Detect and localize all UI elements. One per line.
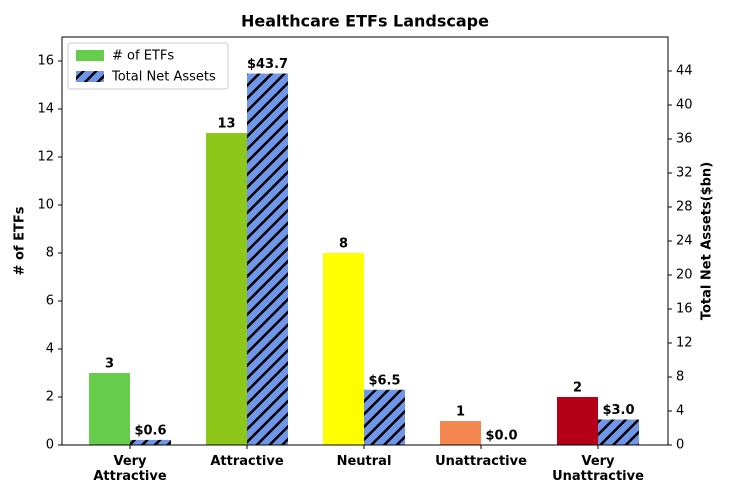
value-label: $3.0 xyxy=(602,403,634,418)
value-label: 8 xyxy=(339,237,348,252)
value-label: $0.0 xyxy=(485,429,517,444)
legend: # of ETFs Total Net Assets xyxy=(67,42,229,90)
y2-tick-label: 44 xyxy=(676,64,693,79)
x-tick-label: Very Unattractive xyxy=(552,454,644,484)
legend-box xyxy=(67,42,229,90)
y2-tick-label: 8 xyxy=(676,370,684,385)
bar xyxy=(598,419,639,445)
value-label: $6.5 xyxy=(368,373,400,388)
y-tick-label: 16 xyxy=(37,54,54,69)
y2-tick-label: 40 xyxy=(676,98,693,113)
y2-tick-label: 24 xyxy=(676,234,693,249)
bar xyxy=(130,439,171,445)
value-label: $0.6 xyxy=(134,423,166,438)
y2-tick-label: 4 xyxy=(676,404,684,419)
bar xyxy=(323,253,364,445)
y2-tick-label: 16 xyxy=(676,302,693,317)
plot-frame xyxy=(61,36,669,446)
bar xyxy=(364,389,405,445)
y-tick-label: 6 xyxy=(46,294,54,309)
x-tick-label: Unattractive xyxy=(435,454,527,469)
legend-label: # of ETFs xyxy=(112,49,174,64)
y-tick-label: 14 xyxy=(37,102,54,117)
y2-tick-label: 28 xyxy=(676,200,693,215)
y-tick-label: 10 xyxy=(37,198,54,213)
value-label: 13 xyxy=(217,117,235,132)
value-label: 3 xyxy=(105,357,114,372)
legend-swatch xyxy=(76,50,104,61)
y2-tick-label: 32 xyxy=(676,166,693,181)
y-tick-label: 8 xyxy=(46,246,54,261)
y-tick-label: 4 xyxy=(46,342,54,357)
value-label: $43.7 xyxy=(247,57,288,72)
value-label: 1 xyxy=(456,405,465,420)
y2-tick-label: 36 xyxy=(676,132,693,147)
y-axis-label: # of ETFs xyxy=(13,206,28,275)
y2-tick-label: 20 xyxy=(676,268,693,283)
bar xyxy=(206,133,247,445)
chart-title: Healthcare ETFs Landscape xyxy=(241,12,489,31)
y-tick-label: 0 xyxy=(46,438,54,453)
bar xyxy=(89,373,130,445)
y-tick-label: 12 xyxy=(37,150,54,165)
x-tick-label: Attractive xyxy=(210,454,284,469)
y2-tick-label: 0 xyxy=(676,438,684,453)
value-label: 2 xyxy=(573,381,582,396)
bar xyxy=(557,397,598,445)
bar xyxy=(247,73,288,446)
legend-swatch xyxy=(76,71,104,82)
y2-tick-label: 12 xyxy=(676,336,693,351)
x-tick-label: Very Attractive xyxy=(93,454,167,484)
bar xyxy=(440,421,481,445)
x-tick-label: Neutral xyxy=(336,454,392,469)
legend-label: Total Net Assets xyxy=(111,70,216,85)
y-tick-label: 2 xyxy=(46,390,54,405)
y2-axis-label: Total Net Assets($bn) xyxy=(700,162,715,320)
